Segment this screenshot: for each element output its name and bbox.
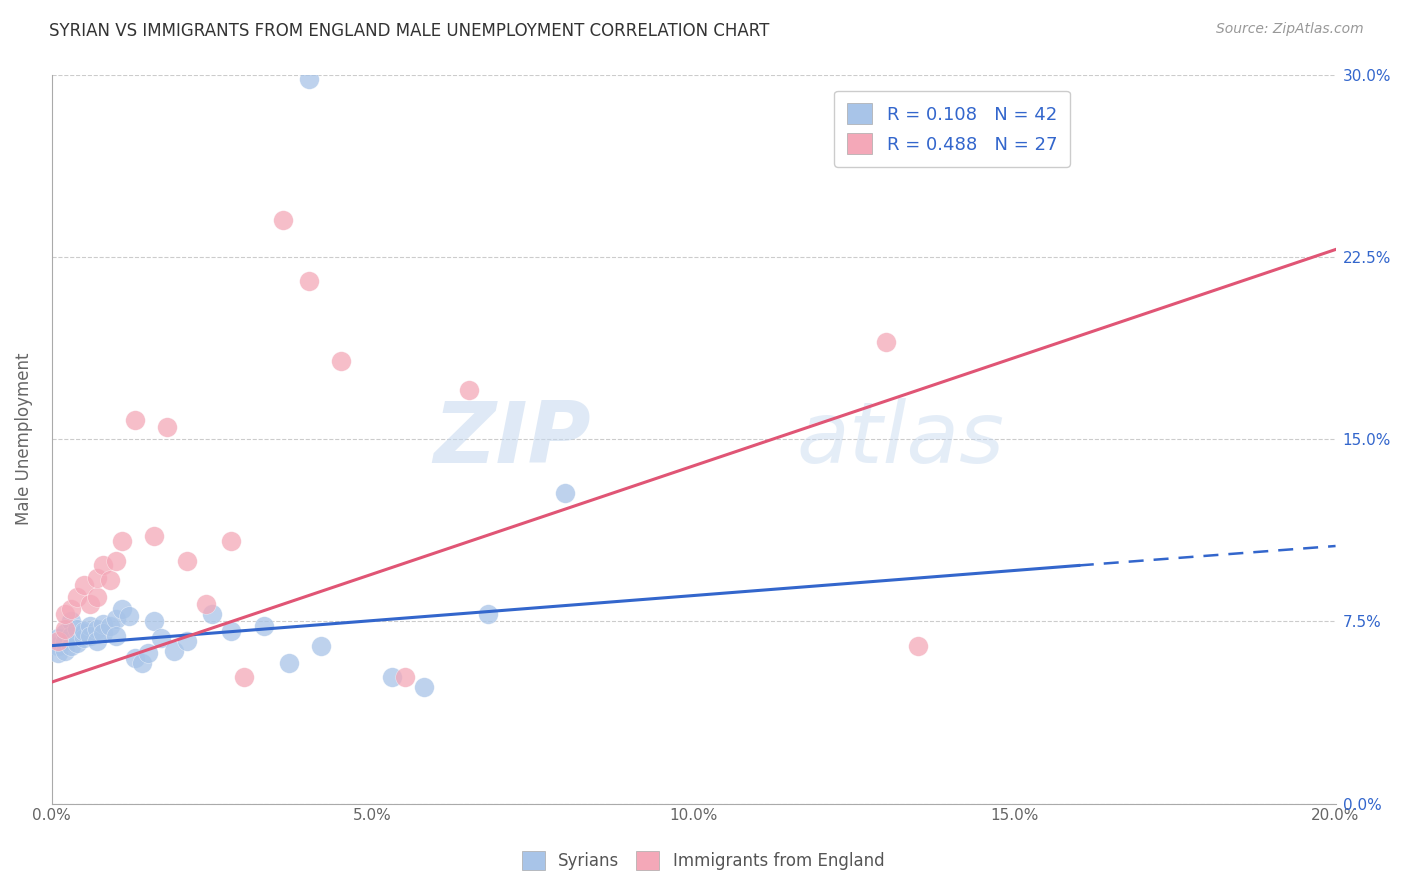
Point	[79, 598, 101, 612]
Point	[233, 670, 256, 684]
Point	[66, 622, 89, 636]
Point	[73, 578, 96, 592]
Point	[458, 384, 481, 398]
Point	[91, 626, 114, 640]
Legend: R = 0.108   N = 42, R = 0.488   N = 27: R = 0.108 N = 42, R = 0.488 N = 27	[834, 91, 1070, 167]
Point	[149, 632, 172, 646]
Point	[136, 646, 159, 660]
Point	[98, 619, 121, 633]
Point	[53, 643, 76, 657]
Point	[91, 616, 114, 631]
Point	[278, 656, 301, 670]
Point	[111, 602, 134, 616]
Point	[60, 602, 83, 616]
Point	[118, 609, 141, 624]
Text: atlas: atlas	[796, 398, 1004, 481]
Point	[124, 412, 146, 426]
Point	[104, 629, 127, 643]
Point	[221, 624, 243, 638]
Point	[252, 619, 274, 633]
Point	[381, 670, 404, 684]
Point	[297, 274, 319, 288]
Point	[46, 632, 69, 646]
Point	[413, 680, 436, 694]
Point	[46, 646, 69, 660]
Point	[176, 633, 198, 648]
Point	[394, 670, 416, 684]
Point	[46, 633, 69, 648]
Y-axis label: Male Unemployment: Male Unemployment	[15, 353, 32, 525]
Point	[53, 633, 76, 648]
Point	[554, 485, 576, 500]
Point	[875, 334, 897, 349]
Point	[53, 607, 76, 621]
Point	[73, 632, 96, 646]
Point	[46, 639, 69, 653]
Point	[176, 553, 198, 567]
Point	[53, 626, 76, 640]
Point	[907, 639, 929, 653]
Point	[311, 639, 333, 653]
Point	[98, 573, 121, 587]
Point	[124, 650, 146, 665]
Point	[86, 622, 108, 636]
Point	[73, 626, 96, 640]
Point	[53, 622, 76, 636]
Point	[297, 72, 319, 87]
Point	[86, 590, 108, 604]
Point	[131, 656, 153, 670]
Text: SYRIAN VS IMMIGRANTS FROM ENGLAND MALE UNEMPLOYMENT CORRELATION CHART: SYRIAN VS IMMIGRANTS FROM ENGLAND MALE U…	[49, 22, 769, 40]
Text: Source: ZipAtlas.com: Source: ZipAtlas.com	[1216, 22, 1364, 37]
Point	[143, 615, 166, 629]
Point	[60, 629, 83, 643]
Point	[156, 420, 179, 434]
Point	[60, 639, 83, 653]
Point	[60, 615, 83, 629]
Point	[66, 636, 89, 650]
Point	[66, 590, 89, 604]
Text: ZIP: ZIP	[433, 398, 591, 481]
Point	[104, 612, 127, 626]
Point	[221, 534, 243, 549]
Point	[104, 553, 127, 567]
Point	[73, 624, 96, 638]
Point	[86, 571, 108, 585]
Point	[86, 633, 108, 648]
Point	[143, 529, 166, 543]
Point	[79, 629, 101, 643]
Point	[79, 619, 101, 633]
Point	[201, 607, 224, 621]
Point	[91, 558, 114, 573]
Point	[194, 598, 217, 612]
Point	[163, 643, 186, 657]
Point	[111, 534, 134, 549]
Legend: Syrians, Immigrants from England: Syrians, Immigrants from England	[515, 844, 891, 877]
Point	[329, 354, 352, 368]
Point	[271, 213, 294, 227]
Point	[477, 607, 499, 621]
